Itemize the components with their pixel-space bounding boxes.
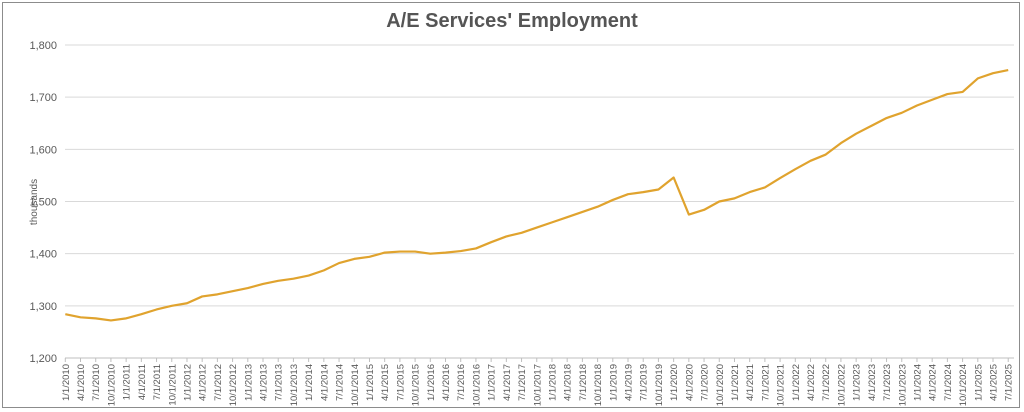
x-tick-label: 1/1/2020 <box>669 364 680 401</box>
x-tick-label: 7/1/2019 <box>639 364 650 401</box>
x-tick-label: 7/1/2022 <box>821 364 832 401</box>
x-tick-label: 10/1/2016 <box>471 364 482 406</box>
x-tick-label: 1/1/2014 <box>304 364 315 401</box>
x-tick-label: 7/1/2020 <box>700 364 711 401</box>
x-tick-label: 10/1/2011 <box>167 364 178 406</box>
x-tick-label: 4/1/2018 <box>563 364 574 401</box>
x-tick-label: 7/1/2011 <box>152 364 163 400</box>
gridlines <box>65 44 1014 359</box>
y-tick-label: 1,400 <box>29 249 57 261</box>
x-tick-label: 7/1/2010 <box>91 364 102 401</box>
x-tick-label: 1/1/2017 <box>487 364 498 401</box>
y-tick-label: 1,500 <box>29 197 57 209</box>
x-tick-label: 4/1/2017 <box>502 364 513 401</box>
x-tick-label: 10/1/2023 <box>897 364 908 406</box>
x-tick-label: 4/1/2021 <box>745 364 756 401</box>
x-tick-label: 4/1/2016 <box>441 364 452 401</box>
x-tick-label: 10/1/2013 <box>289 364 300 406</box>
x-tick-label: 10/1/2024 <box>958 364 969 406</box>
x-tick-label: 4/1/2011 <box>137 364 148 400</box>
x-tick-label: 4/1/2020 <box>684 364 695 401</box>
x-tick-label: 1/1/2021 <box>730 364 741 401</box>
x-tick-label: 10/1/2014 <box>350 364 361 406</box>
x-tick-label: 4/1/2022 <box>806 364 817 401</box>
x-tick-label: 1/1/2011 <box>122 364 133 400</box>
x-tick-label: 4/1/2023 <box>867 364 878 401</box>
x-tick-label: 7/1/2025 <box>1004 364 1015 401</box>
y-tick-label: 1,800 <box>29 40 57 52</box>
x-tick-label: 1/1/2010 <box>61 364 72 401</box>
x-tick-label: 4/1/2025 <box>989 364 1000 401</box>
x-tick-label: 4/1/2024 <box>928 364 939 401</box>
x-tick-label: 1/1/2024 <box>912 364 923 401</box>
x-axis-ticks: 1/1/2010 4/1/2010 7/1/2010 10/1/2010 1/1/201… <box>61 358 1015 406</box>
y-axis-label: thousands <box>29 179 40 225</box>
x-tick-label: 10/1/2017 <box>532 364 543 406</box>
x-tick-label: 1/1/2023 <box>852 364 863 401</box>
x-tick-label: 10/1/2022 <box>836 364 847 406</box>
x-tick-label: 1/1/2025 <box>973 364 984 401</box>
x-tick-label: 1/1/2019 <box>608 364 619 401</box>
x-tick-label: 7/1/2012 <box>213 364 224 401</box>
x-tick-label: 4/1/2013 <box>259 364 270 401</box>
x-tick-label: 1/1/2016 <box>426 364 437 401</box>
chart-title: A/E Services' Employment <box>386 10 638 32</box>
x-tick-label: 4/1/2012 <box>198 364 209 401</box>
x-tick-label: 7/1/2018 <box>578 364 589 401</box>
x-tick-label: 10/1/2012 <box>228 364 239 406</box>
x-tick-label: 7/1/2024 <box>943 364 954 401</box>
x-tick-label: 10/1/2015 <box>411 364 422 406</box>
y-tick-label: 1,200 <box>29 353 57 365</box>
x-tick-label: 1/1/2012 <box>182 364 193 401</box>
x-tick-label: 7/1/2023 <box>882 364 893 401</box>
y-tick-label: 1,700 <box>29 92 57 104</box>
x-tick-label: 1/1/2013 <box>243 364 254 401</box>
y-tick-label: 1,300 <box>29 301 57 313</box>
x-tick-label: 10/1/2021 <box>776 364 787 406</box>
x-tick-label: 1/1/2018 <box>547 364 558 401</box>
x-tick-label: 10/1/2019 <box>654 364 665 406</box>
x-tick-label: 7/1/2021 <box>760 364 771 401</box>
series-group <box>65 68 1009 322</box>
x-tick-label: 10/1/2010 <box>106 364 117 406</box>
x-tick-label: 7/1/2015 <box>395 364 406 401</box>
x-tick-label: 4/1/2014 <box>319 364 330 401</box>
x-tick-label: 7/1/2017 <box>517 364 528 401</box>
x-tick-label: 7/1/2013 <box>274 364 285 401</box>
x-tick-label: 7/1/2014 <box>335 364 346 401</box>
x-tick-label: 4/1/2015 <box>380 364 391 401</box>
x-tick-label: 1/1/2022 <box>791 364 802 401</box>
series-line <box>65 68 1009 322</box>
x-tick-label: 1/1/2015 <box>365 364 376 401</box>
x-tick-label: 7/1/2016 <box>456 364 467 401</box>
x-tick-label: 10/1/2020 <box>715 364 726 406</box>
y-axis-ticks: 1,200 1,300 1,400 1,500 1,600 1,700 1,800 <box>29 40 57 365</box>
x-tick-label: 10/1/2018 <box>593 364 604 406</box>
x-tick-label: 4/1/2010 <box>76 364 87 401</box>
y-tick-label: 1,600 <box>29 144 57 156</box>
x-tick-label: 4/1/2019 <box>624 364 635 401</box>
chart-frame: A/E Services' Employment <box>2 2 1020 408</box>
